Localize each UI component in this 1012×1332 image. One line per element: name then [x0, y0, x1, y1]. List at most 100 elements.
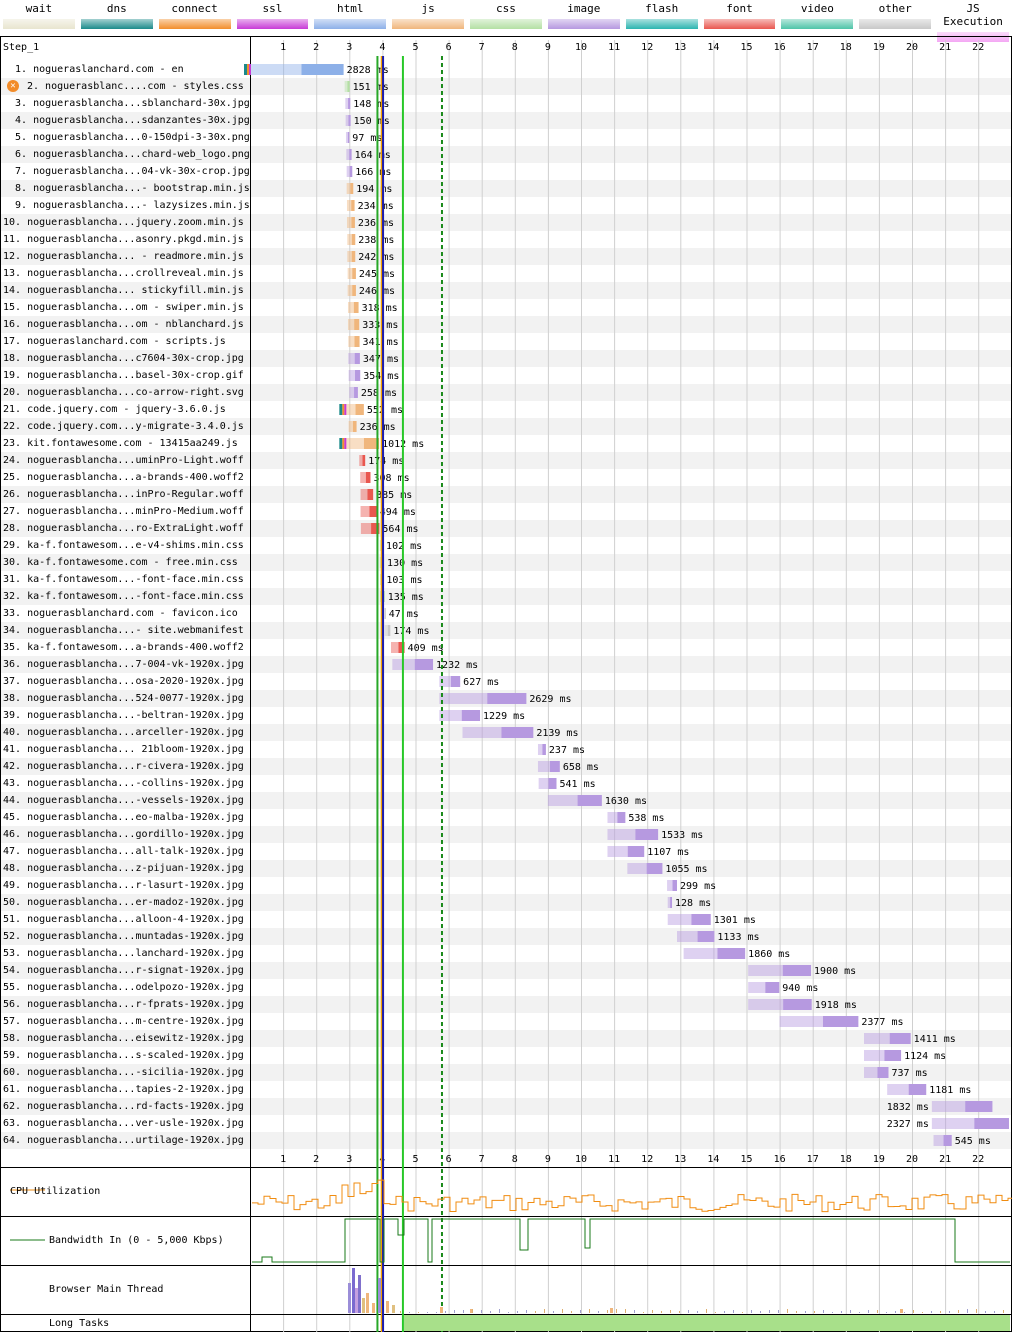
cpu-line [252, 1179, 1012, 1213]
request-bar-download [301, 64, 344, 75]
request-bar-wait [348, 353, 355, 364]
legend-item: image [547, 2, 620, 29]
main-thread-bar [949, 1311, 950, 1313]
request-label: 29. ka-f.fontawesom...e-v4-shims.min.css [3, 540, 244, 551]
request-bar-wait [384, 625, 388, 636]
main-thread-bar [742, 1312, 743, 1313]
request-label: 59. noguerasblancha...s-scaled-1920x.jpg [3, 1050, 244, 1061]
legend-item: html [314, 2, 387, 29]
request-label: 45. noguerasblancha...eo-malba-1920x.jpg [3, 812, 244, 823]
request-bar-wait [391, 642, 399, 653]
request-label: 19. noguerasblancha...basel-30x-crop.gif [3, 370, 244, 381]
request-bar-download [354, 387, 358, 398]
request-bar-download [352, 268, 356, 279]
request-label: 6. noguerasblancha...chard-web_logo.png [9, 149, 250, 160]
legend-item: js [392, 2, 465, 29]
main-thread-bar [841, 1311, 842, 1313]
request-bar-wait [887, 1084, 909, 1095]
ssl-segment [249, 64, 251, 75]
axis-tick-label: 13 [674, 42, 686, 53]
request-label: 58. noguerasblancha...eisewitz-1920x.jpg [3, 1033, 244, 1044]
legend-swatch [625, 19, 698, 29]
row-stripe [0, 316, 1012, 333]
duration-label: 1918 ms [815, 1000, 857, 1011]
long-tasks-band [404, 1315, 1010, 1331]
axis-tick-label: 17 [807, 1154, 819, 1165]
main-thread-bar [470, 1309, 473, 1313]
duration-label: 1900 ms [814, 966, 856, 977]
duration-label: 148 ms [353, 99, 389, 110]
legend-label: other [878, 2, 912, 15]
row-stripe [0, 180, 1012, 197]
request-bar-download [369, 506, 377, 517]
request-bar-download [542, 744, 546, 755]
duration-label: 658 ms [563, 762, 599, 773]
request-bar-wait [439, 710, 462, 721]
duration-label: 1411 ms [914, 1034, 956, 1045]
request-label: 51. noguerasblancha...alloon-4-1920x.jpg [3, 914, 244, 925]
duration-label: 385 ms [376, 490, 412, 501]
axis-tick-label: 3 [346, 1154, 352, 1165]
request-bar-download [889, 1033, 911, 1044]
legend-item: font [703, 2, 776, 29]
request-label: 3. noguerasblancha...sblanchard-30x.jpg [9, 98, 250, 109]
request-bar-wait [667, 880, 673, 891]
main-thread-bar [400, 1311, 401, 1313]
legend-label: css [496, 2, 516, 15]
request-bar-download [884, 1050, 902, 1061]
request-bar-wait [537, 744, 543, 755]
main-thread-bar [796, 1311, 797, 1313]
row-stripe [0, 894, 1012, 911]
axis-tick-label: 6 [446, 42, 452, 53]
legend-label: connect [171, 2, 218, 15]
duration-label: 940 ms [782, 983, 818, 994]
duration-label: 541 ms [560, 779, 596, 790]
duration-label: 737 ms [891, 1068, 927, 1079]
request-bar-wait [439, 693, 488, 704]
row-stripe [0, 860, 1012, 877]
main-thread-bar [508, 1312, 509, 1313]
row-stripe [0, 962, 1012, 979]
row-stripe [0, 826, 1012, 843]
axis-tick-label: 7 [479, 42, 485, 53]
main-thread-bar [931, 1311, 932, 1313]
axis-tick-label: 16 [774, 1154, 786, 1165]
legend-item: other [859, 2, 932, 29]
request-bar-wait [360, 506, 370, 517]
legend-swatch [392, 19, 465, 29]
request-bar-download [577, 795, 602, 806]
request-bar-wait [345, 404, 356, 415]
main-thread-bar [526, 1310, 527, 1313]
request-label: 50. noguerasblancha...er-madoz-1920x.jpg [3, 897, 244, 908]
bandwidth-line [252, 1218, 1010, 1263]
row-stripe [0, 792, 1012, 809]
request-bar-download [549, 761, 560, 772]
request-label: 60. noguerasblancha...-sicilia-1920x.jpg [3, 1067, 244, 1078]
duration-label: 552 ms [367, 405, 403, 416]
request-bar-wait [250, 64, 302, 75]
duration-label: 1181 ms [929, 1085, 971, 1096]
main-thread-bar [958, 1310, 959, 1313]
request-bar-wait [547, 795, 578, 806]
legend: wait dns connect ssl html js css image flash font… [0, 0, 1012, 42]
duration-label: 258 ms [361, 388, 397, 399]
request-label: 36. noguerasblancha...7-004-vk-1920x.jpg [3, 659, 244, 670]
legend-item: css [470, 2, 542, 29]
axis-tick-label: 19 [873, 42, 885, 53]
main-thread-bar [697, 1311, 698, 1313]
main-thread-bar [670, 1310, 671, 1313]
axis-tick-label: 7 [479, 1154, 485, 1165]
request-bar-download [965, 1101, 993, 1112]
connect-segment [342, 438, 345, 449]
request-bar-wait [864, 1067, 878, 1078]
duration-label: 1301 ms [714, 915, 756, 926]
legend-swatch [470, 19, 542, 29]
row-stripe [0, 452, 1012, 469]
main-thread-bar [358, 1275, 361, 1313]
request-label: 49. noguerasblancha...r-lasurt-1920x.jpg [3, 880, 244, 891]
request-bar-download [908, 1084, 927, 1095]
main-thread-bar [436, 1312, 437, 1313]
main-thread-bar [348, 1283, 351, 1313]
main-thread-bar [688, 1310, 689, 1313]
